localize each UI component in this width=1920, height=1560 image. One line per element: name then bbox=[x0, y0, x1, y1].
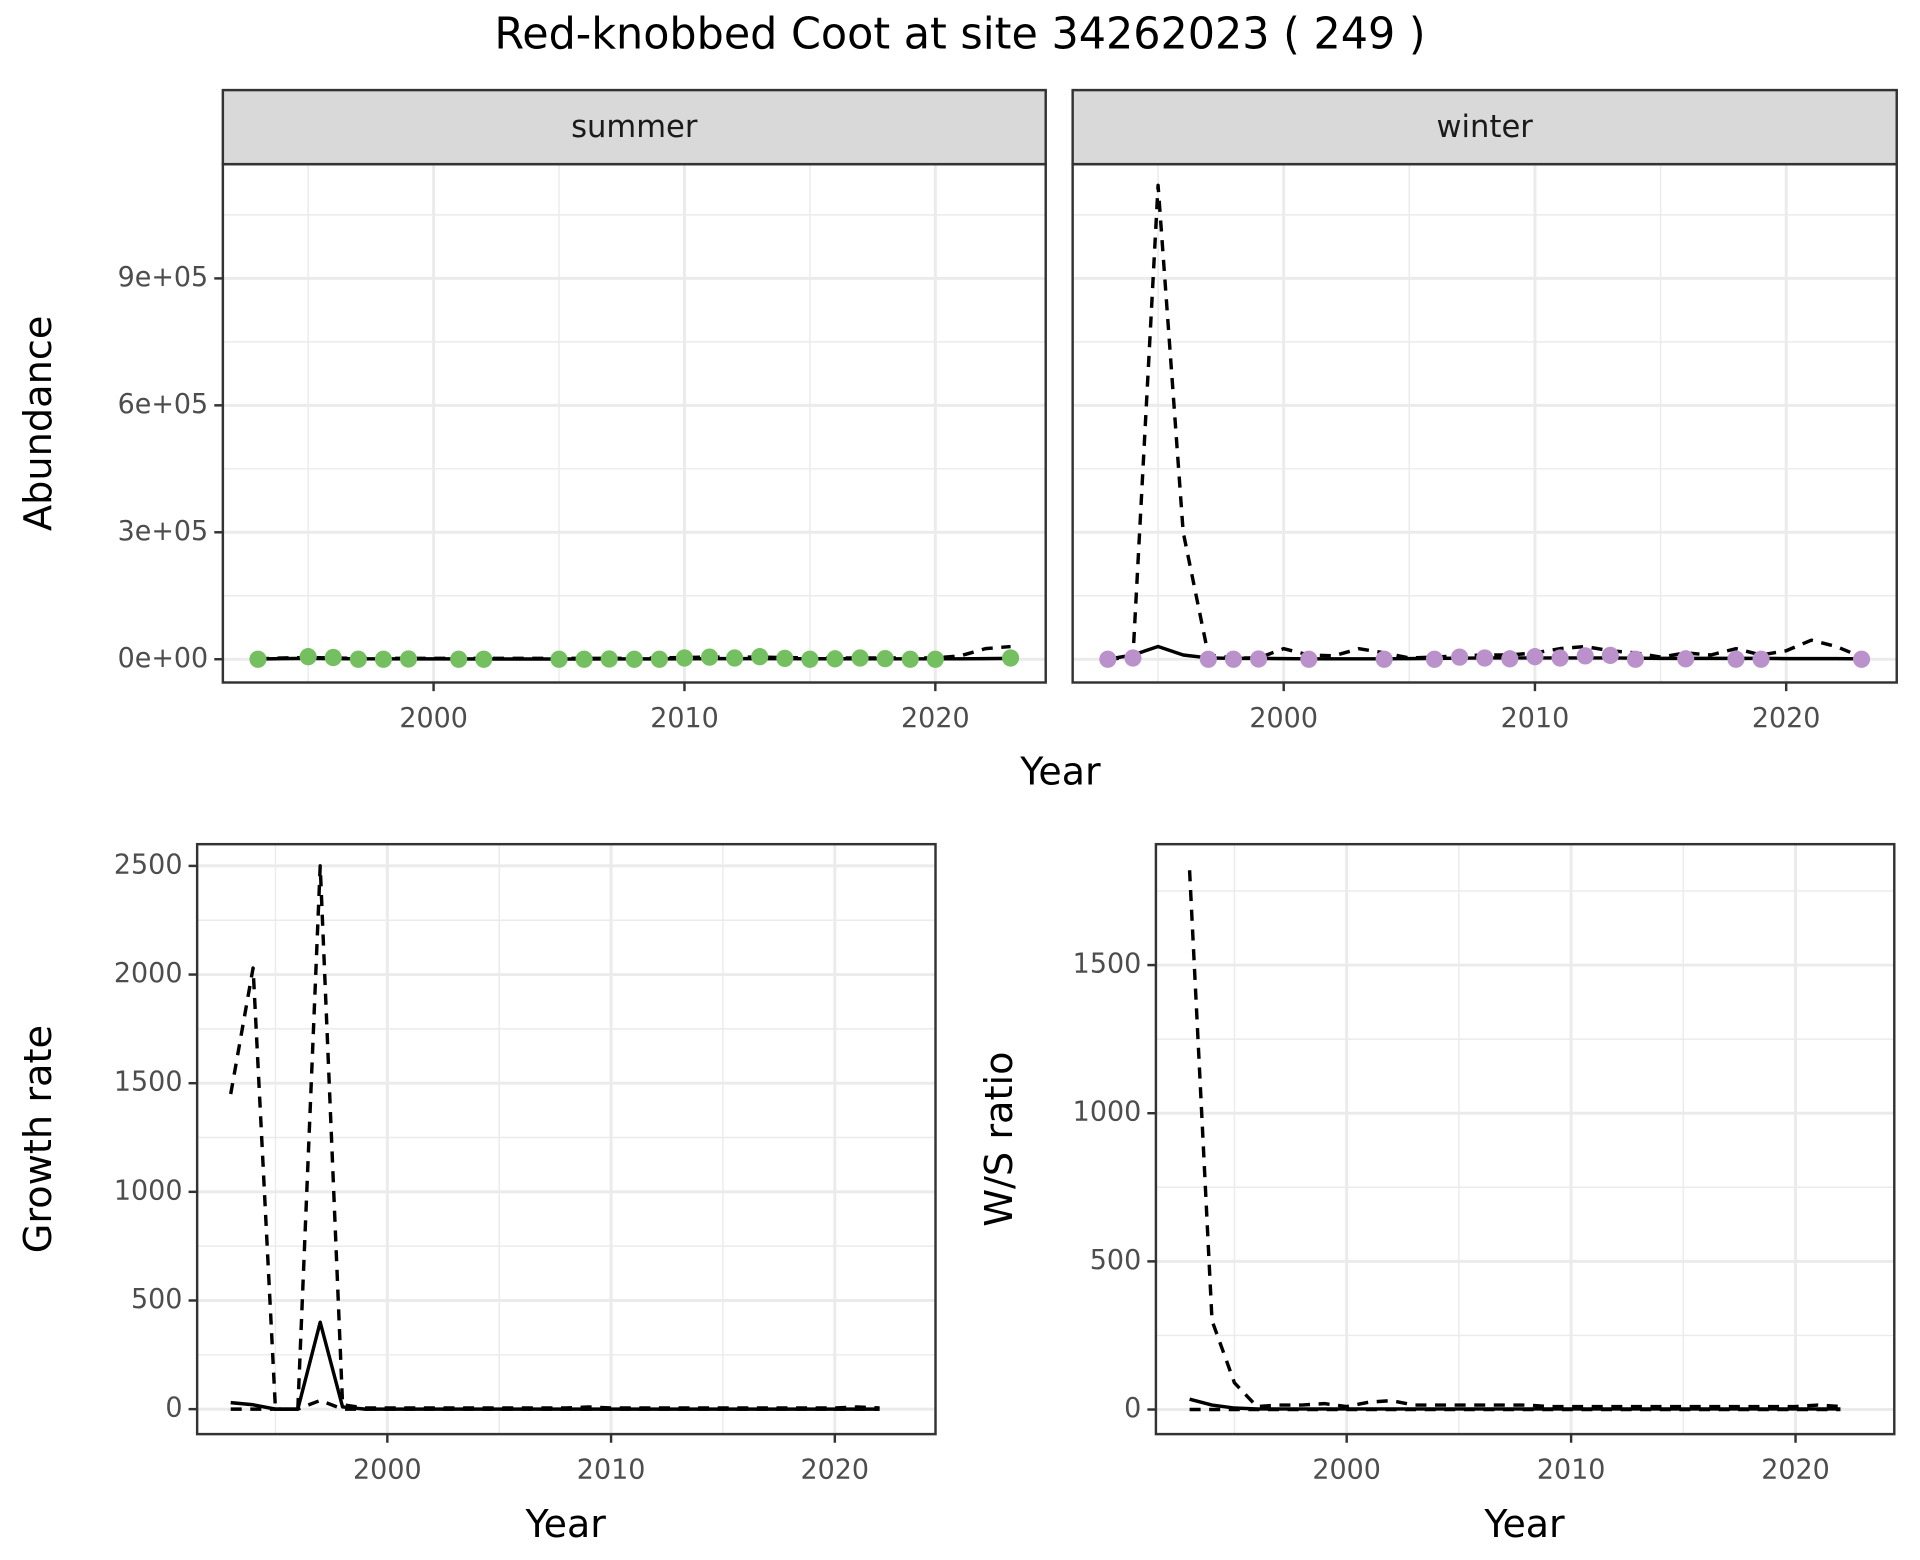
data-point bbox=[700, 648, 719, 666]
panel-background bbox=[222, 164, 1046, 683]
y-tick-label: 0e+00 bbox=[118, 643, 209, 674]
strip-label: summer bbox=[571, 109, 698, 145]
data-point bbox=[1526, 648, 1544, 666]
panel-background bbox=[197, 844, 936, 1435]
y-tick-label: 500 bbox=[1090, 1245, 1141, 1276]
data-point bbox=[1199, 650, 1217, 668]
y-tick-label: 2500 bbox=[114, 849, 183, 880]
strip-background bbox=[221, 88, 1047, 166]
data-point bbox=[1626, 650, 1645, 668]
panel-border bbox=[1154, 842, 1896, 1436]
y-tick-label: 6e+05 bbox=[118, 389, 209, 420]
data-point bbox=[1852, 650, 1871, 668]
data-point bbox=[1375, 650, 1393, 668]
x-axis-title: Year bbox=[525, 1502, 607, 1546]
y-tick-label: 500 bbox=[131, 1284, 182, 1315]
data-point bbox=[1677, 650, 1695, 668]
y-tick-label: 9e+05 bbox=[118, 262, 209, 293]
x-tick-label: 2010 bbox=[577, 1455, 646, 1486]
x-tick-label: 2000 bbox=[1249, 703, 1318, 734]
x-tick-label: 2010 bbox=[1501, 703, 1570, 734]
dashed-line bbox=[1187, 870, 1841, 1409]
data-point bbox=[1476, 649, 1494, 667]
dashed-line bbox=[229, 864, 880, 1411]
data-point bbox=[901, 650, 919, 668]
y-tick-label: 3e+05 bbox=[118, 516, 209, 547]
data-point bbox=[751, 648, 769, 666]
data-point bbox=[1124, 649, 1142, 667]
x-tick-label: 2000 bbox=[353, 1455, 422, 1486]
x-tick-label: 2000 bbox=[399, 703, 468, 734]
data-point bbox=[675, 649, 694, 667]
data-point bbox=[625, 650, 643, 668]
data-point bbox=[1224, 650, 1243, 668]
x-tick-label: 2010 bbox=[650, 703, 719, 734]
y-axis-title: Growth rate bbox=[16, 1025, 60, 1253]
data-point bbox=[575, 650, 593, 668]
y-tick-label: 0 bbox=[1124, 1393, 1141, 1424]
data-point bbox=[726, 649, 744, 667]
data-point bbox=[826, 650, 844, 668]
figure-title: Red-knobbed Coot at site 34262023 ( 249 … bbox=[494, 9, 1425, 59]
data-point bbox=[1425, 650, 1444, 668]
data-point bbox=[349, 650, 367, 668]
data-point bbox=[1099, 650, 1117, 668]
data-point bbox=[650, 650, 668, 668]
data-point bbox=[1002, 649, 1020, 667]
y-tick-label: 1500 bbox=[1073, 949, 1142, 980]
data-point bbox=[324, 648, 342, 667]
data-point bbox=[851, 649, 869, 667]
data-point bbox=[299, 648, 317, 666]
data-point bbox=[399, 650, 418, 668]
data-point bbox=[475, 650, 493, 668]
x-tick-label: 2020 bbox=[1761, 1455, 1830, 1486]
data-point bbox=[1727, 650, 1745, 668]
data-point bbox=[1501, 650, 1519, 668]
y-tick-label: 0 bbox=[165, 1393, 182, 1424]
data-point bbox=[1551, 649, 1569, 667]
x-axis-title: Year bbox=[1483, 1502, 1565, 1546]
panel-background bbox=[1155, 844, 1895, 1435]
solid-line bbox=[230, 1320, 880, 1411]
data-point bbox=[550, 650, 568, 668]
data-point bbox=[926, 650, 944, 668]
data-point bbox=[1450, 648, 1469, 666]
x-tick-label: 2000 bbox=[1312, 1455, 1381, 1486]
data-point bbox=[600, 650, 618, 668]
x-tick-label: 2020 bbox=[901, 703, 970, 734]
data-point bbox=[1250, 650, 1268, 668]
panel-background bbox=[1072, 164, 1897, 683]
y-axis-title: Abundance bbox=[16, 316, 60, 531]
data-point bbox=[249, 650, 267, 668]
data-point bbox=[1576, 647, 1594, 665]
x-tick-label: 2020 bbox=[1752, 703, 1821, 734]
y-axis-title: W/S ratio bbox=[977, 1051, 1021, 1226]
data-point bbox=[876, 649, 894, 668]
panel-border bbox=[195, 842, 937, 1436]
y-tick-label: 2000 bbox=[114, 958, 183, 989]
data-point bbox=[450, 650, 468, 668]
data-point bbox=[1300, 650, 1318, 668]
solid-line bbox=[1189, 1397, 1841, 1411]
x-axis-title: Year bbox=[1019, 749, 1101, 793]
data-point bbox=[776, 649, 794, 668]
data-point bbox=[1601, 646, 1619, 665]
x-tick-label: 2010 bbox=[1537, 1455, 1606, 1486]
y-tick-label: 1500 bbox=[114, 1067, 183, 1098]
y-tick-label: 1000 bbox=[1073, 1097, 1142, 1128]
data-point bbox=[801, 650, 819, 668]
data-point bbox=[374, 650, 392, 668]
x-tick-label: 2020 bbox=[801, 1455, 870, 1486]
strip-label: winter bbox=[1437, 109, 1534, 145]
data-point bbox=[1752, 650, 1770, 668]
strip-background bbox=[1071, 88, 1898, 166]
y-tick-label: 1000 bbox=[114, 1175, 183, 1206]
